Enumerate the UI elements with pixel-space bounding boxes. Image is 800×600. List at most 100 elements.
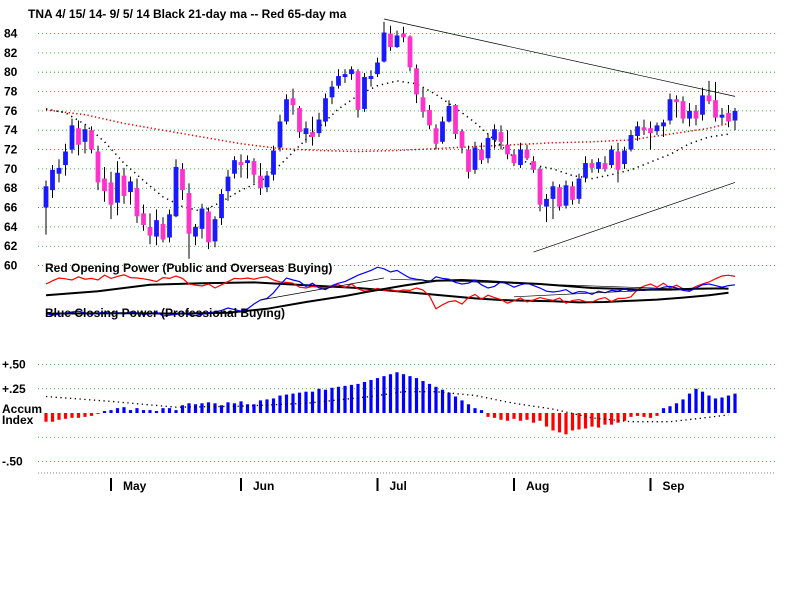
accum-bar <box>206 402 211 413</box>
candle-body <box>167 214 172 238</box>
candle-body <box>394 35 400 48</box>
accum-bar <box>317 388 321 413</box>
candle-body <box>700 95 705 115</box>
candle-body <box>680 101 686 119</box>
accum-bar <box>687 393 692 413</box>
price-tick-label: 62 <box>4 239 18 253</box>
candle-body <box>635 126 640 137</box>
accum-bar <box>551 413 555 431</box>
accum-bar <box>161 408 165 413</box>
candle-body <box>479 149 484 161</box>
accum-bar <box>226 402 230 413</box>
candle-body <box>95 151 101 183</box>
accum-bar <box>297 392 302 413</box>
price-tick-label: 82 <box>4 46 18 60</box>
price-tick-label: 70 <box>4 162 18 176</box>
candle-body <box>89 130 94 150</box>
candle-body <box>466 149 471 172</box>
price-tick-label: 66 <box>4 201 18 215</box>
accum-bar <box>83 413 87 417</box>
candle-body <box>199 208 205 229</box>
accum-bar <box>544 413 549 427</box>
candle-body <box>108 182 114 205</box>
accum-tick-label: +.25 <box>2 382 26 396</box>
accum-bar <box>76 413 81 418</box>
candle-body <box>544 198 549 207</box>
accum-bar <box>200 403 204 413</box>
accum-bar <box>362 381 367 413</box>
accum-bar <box>187 403 191 413</box>
closing-power-trendline <box>513 287 697 298</box>
accum-bar <box>44 413 48 422</box>
price-candles <box>43 21 738 259</box>
candle-body <box>368 76 374 79</box>
month-label: Jul <box>390 479 407 493</box>
accum-bar <box>434 386 438 413</box>
price-trendline <box>533 182 736 253</box>
candle-body <box>524 149 530 159</box>
candle-body <box>115 172 120 203</box>
closing-power-line <box>45 266 736 317</box>
candle-body <box>693 110 699 119</box>
accum-bar <box>642 413 646 417</box>
price-tick-label: 68 <box>4 181 18 195</box>
candle-body <box>141 213 146 225</box>
accum-bar <box>70 413 74 418</box>
candle-body <box>329 86 335 98</box>
candle-body <box>284 99 289 122</box>
accum-bar <box>180 405 185 413</box>
candle-body <box>147 226 153 236</box>
accum-bar <box>473 408 477 413</box>
accum-ma-line <box>45 391 729 423</box>
candle-body <box>316 119 322 134</box>
accum-bar <box>193 404 198 413</box>
candle-body <box>648 128 653 134</box>
candle-body <box>336 76 341 86</box>
ma21-line <box>45 80 729 213</box>
accum-bar <box>271 398 276 413</box>
candle-body <box>576 178 582 199</box>
candle-body <box>557 187 562 207</box>
accum-bar <box>252 404 256 413</box>
candle-body <box>271 150 276 175</box>
candle-body <box>173 166 179 217</box>
accum-bar <box>167 408 172 413</box>
candle-body <box>687 110 692 119</box>
accum-bar <box>525 413 529 420</box>
accum-bar <box>382 376 386 413</box>
candle-body <box>414 68 419 95</box>
candle-body <box>628 135 634 150</box>
candle-body <box>615 151 621 170</box>
accum-bar <box>622 413 627 421</box>
accum-bar <box>681 399 685 413</box>
candle-body <box>596 162 601 169</box>
accum-bar <box>460 400 464 413</box>
accum-bar <box>661 408 666 413</box>
accum-tick-label: -.50 <box>2 455 23 469</box>
accum-bar <box>440 389 445 413</box>
accum-bar <box>115 408 120 413</box>
accum-bar <box>219 405 224 413</box>
accum-bar <box>518 413 523 421</box>
candle-body <box>154 220 159 237</box>
candle-body <box>82 129 88 142</box>
accum-bar <box>310 391 315 413</box>
candle-body <box>446 106 452 122</box>
candle-body <box>706 95 712 102</box>
accum-bar <box>674 403 679 413</box>
index-label: Index <box>2 413 34 427</box>
candle-body <box>362 77 367 109</box>
candle-body <box>531 161 536 170</box>
accum-bar <box>343 385 347 413</box>
candle-body <box>323 98 328 122</box>
accum-bar <box>57 413 61 420</box>
accum-bar <box>629 413 633 417</box>
accum-bar <box>583 413 588 429</box>
accum-bar <box>388 374 393 413</box>
axis-labels: 84 82 80 78 76 74 72 70 68 66 64 62 60 +.50 +.25 -.50 Ma… <box>2 27 685 494</box>
candle-body <box>349 69 354 75</box>
accum-bar <box>453 396 458 413</box>
accum-bar <box>291 393 295 413</box>
accum-bar <box>330 387 334 413</box>
accum-bar <box>96 413 100 414</box>
